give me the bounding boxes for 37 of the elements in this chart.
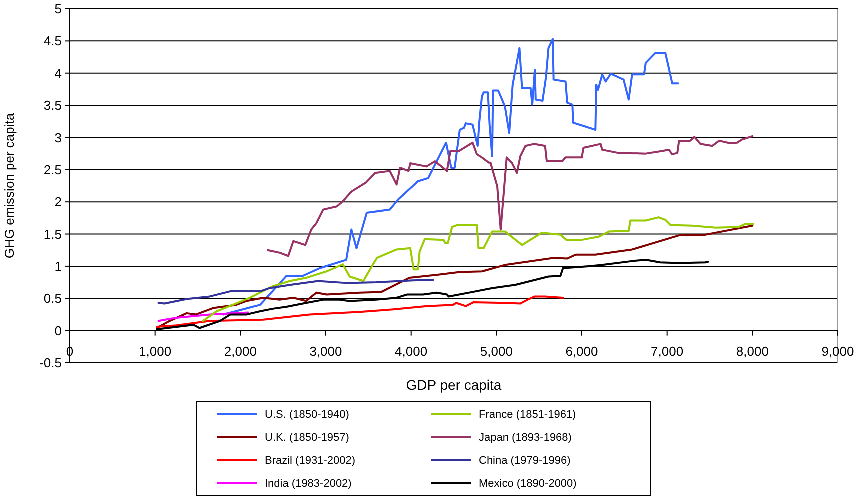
x-tick-label: 6,000 (566, 344, 598, 359)
line-series (158, 312, 250, 322)
y-tick-label: 2 (54, 194, 62, 210)
x-tick-label: 2,000 (224, 344, 257, 359)
y-axis-title: GHG emission per capita (2, 112, 17, 259)
legend-label: Brazil (1931-2002) (265, 454, 356, 467)
y-tick-label: 0 (54, 323, 62, 338)
legend-label: China (1979-1996) (479, 454, 571, 467)
y-tick-label: 1.5 (44, 226, 62, 242)
x-tick-label: 1,000 (139, 344, 172, 359)
y-tick-label: 4.5 (44, 34, 62, 49)
legend-label: U.K. (1850-1957) (265, 432, 350, 444)
x-tick-label: 3,000 (310, 344, 342, 359)
line-series (222, 38, 680, 316)
line-series (202, 216, 755, 322)
y-tick-label: 3 (54, 130, 62, 146)
y-tick-label: -0.5 (40, 356, 62, 371)
line-series (266, 135, 754, 258)
x-tick-label: 8,000 (736, 344, 769, 359)
y-tick-label: 1 (54, 259, 62, 274)
y-tick-label: 2.5 (44, 162, 62, 178)
legend-label: India (1983-2002) (265, 478, 352, 490)
y-tick-label: 4 (54, 66, 62, 81)
x-tick-label: 7,000 (651, 344, 684, 359)
y-tick-label: 0.5 (44, 291, 62, 306)
legend-label: U.S. (1850-1940) (265, 408, 350, 421)
line-series (156, 296, 564, 328)
line-series (158, 278, 435, 305)
x-tick-label: 5,000 (480, 344, 513, 359)
y-tick-label: 5 (54, 2, 62, 17)
legend-label: France (1851-1961) (479, 408, 576, 421)
x-axis-title: GDP per capita (406, 377, 502, 393)
legend-label: Mexico (1890-2000) (479, 478, 577, 490)
legend-label: Japan (1893-1968) (479, 432, 572, 444)
y-tick-label: 3.5 (44, 98, 62, 114)
x-tick-label: 9,000 (822, 344, 854, 359)
x-tick-label: 4,000 (395, 344, 428, 359)
